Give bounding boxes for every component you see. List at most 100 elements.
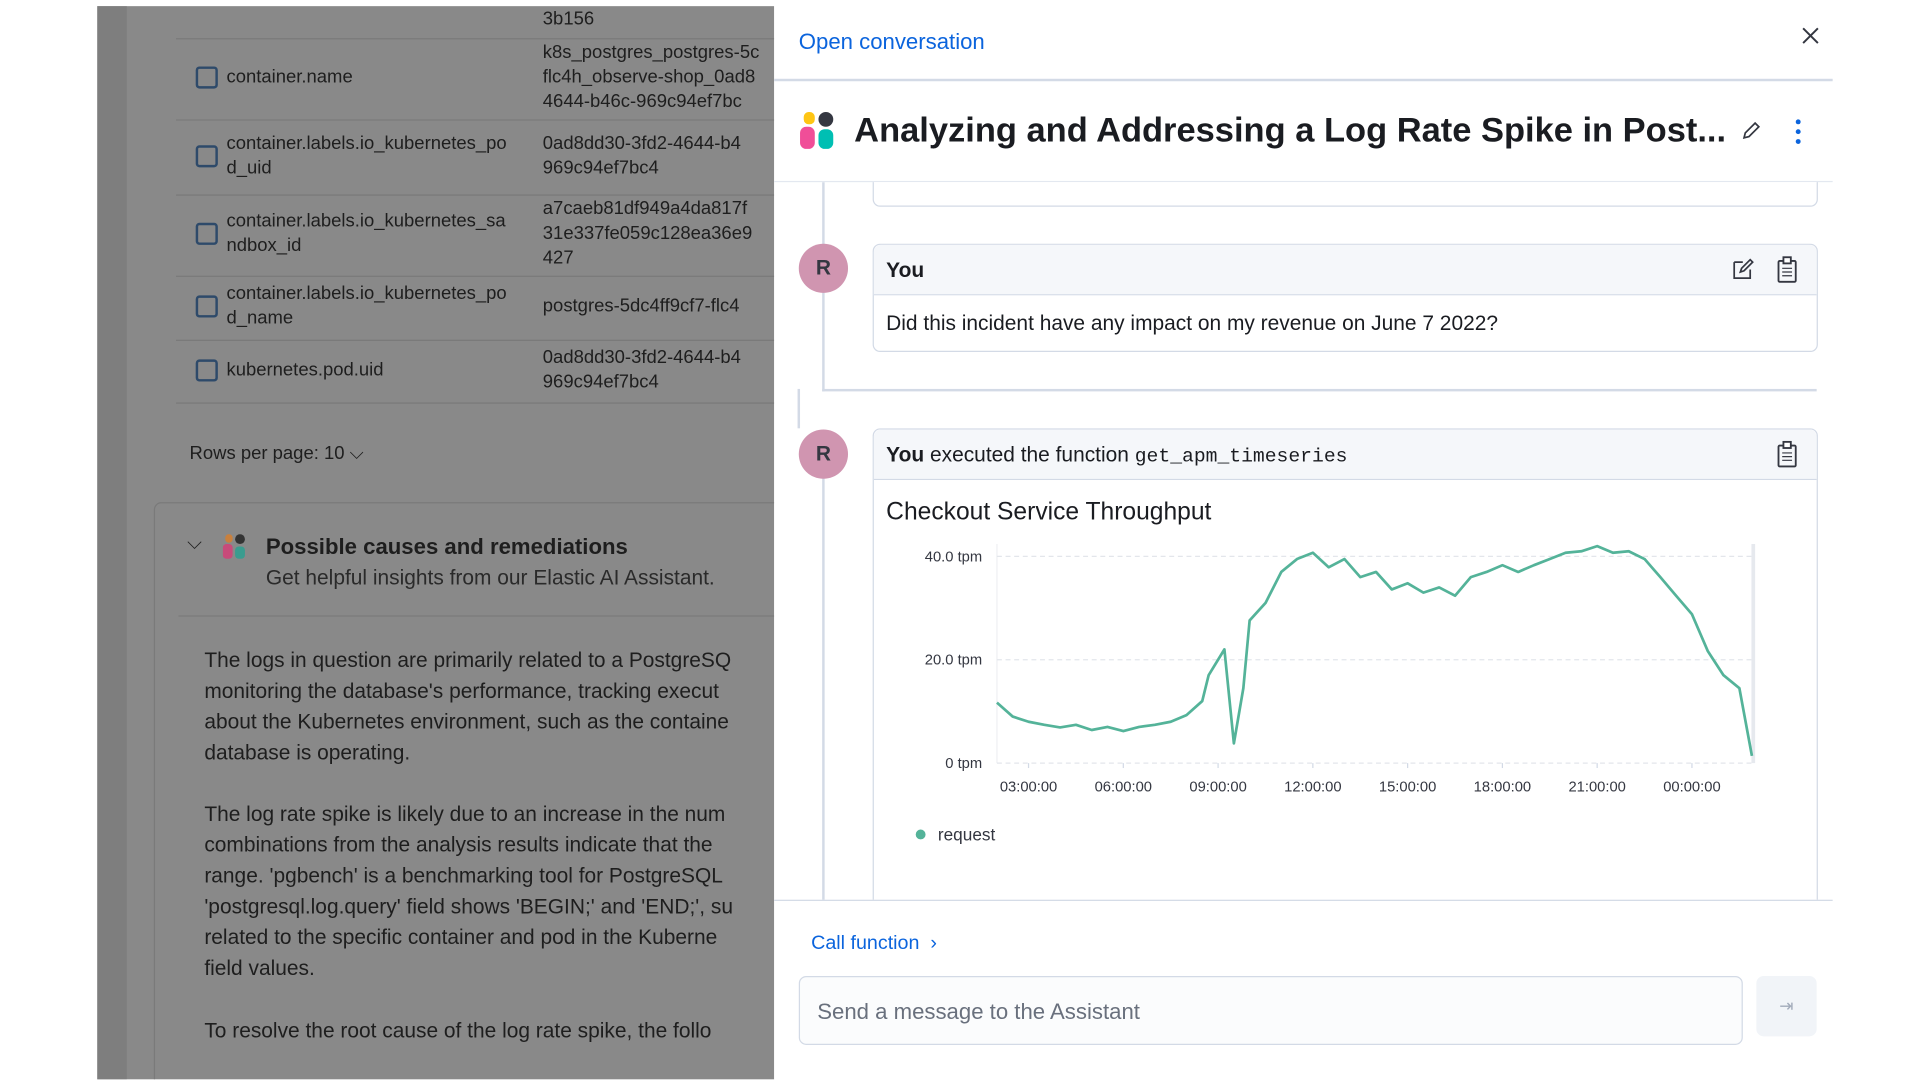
insight-text: database is operating. <box>204 740 411 765</box>
chart-title: Checkout Service Throughput <box>886 498 1212 526</box>
avatar: R <box>798 243 849 293</box>
message-header <box>873 244 1817 296</box>
message-author: You <box>886 443 925 467</box>
message-list: R You Did this incident have any impact … <box>774 182 1832 900</box>
field-value: 969c94ef7bc4 <box>542 371 659 393</box>
field-value: 4644-b46c-969c94ef7bc <box>542 91 742 113</box>
divider <box>774 78 1833 82</box>
avatar: R <box>798 429 849 479</box>
message-header-text: You executed the function get_apm_timese… <box>886 443 1347 468</box>
field-value: 31e337fe059c128ea36e9 <box>542 222 753 244</box>
field-name: ndbox_id <box>226 235 302 257</box>
field-icon <box>195 358 218 381</box>
legend-label: request <box>938 825 996 845</box>
row-divider <box>176 275 775 277</box>
row-divider <box>176 194 775 196</box>
insight-text: The log rate spike is likely due to an i… <box>204 802 726 826</box>
field-value: 3b156 <box>542 8 595 30</box>
send-button[interactable]: ⇥ <box>1756 976 1817 1037</box>
field-value: postgres-5dc4ff9cf7-flc4 <box>542 295 740 317</box>
divider <box>822 388 1817 392</box>
insight-text: combinations from the analysis results i… <box>204 833 713 857</box>
copy-button[interactable] <box>1775 256 1800 283</box>
field-value: 427 <box>542 247 574 269</box>
field-value: k8s_postgres_postgres-5c <box>542 41 760 63</box>
message-header <box>873 429 1817 481</box>
field-icon <box>195 66 218 89</box>
field-name: container.labels.io_kubernetes_po <box>226 283 507 305</box>
chart: 0 tpm 20.0 tpm 40.0 tpm 03:00:00 06:00:00 09:… <box>915 544 1756 845</box>
chevron[interactable]: ⌵ <box>187 532 203 554</box>
timeline <box>797 388 801 429</box>
insight-text: field values. <box>204 956 315 980</box>
y-tick-label: 40.0 tpm <box>925 549 982 565</box>
x-tick-label: 21:00:00 <box>1568 779 1625 795</box>
x-tick-label: 06:00:00 <box>1095 779 1152 795</box>
side-strip <box>97 6 127 1080</box>
message-text: Did this incident have any impact on my … <box>886 311 1498 335</box>
ai-logo <box>800 112 834 149</box>
divider <box>774 899 1833 901</box>
x-tick-label: 09:00:00 <box>1189 779 1246 795</box>
row-divider <box>176 38 775 40</box>
insight-text: 'postgresql.log.query' field shows 'BEGI… <box>204 894 734 919</box>
field-name: d_uid <box>226 156 272 178</box>
x-tick-label: 18:00:00 <box>1474 779 1531 795</box>
message-action: executed the function <box>929 443 1129 467</box>
field-name: container.labels.io_kubernetes_sa <box>226 210 506 232</box>
insight-card <box>153 502 775 1080</box>
x-tick-label: 00:00:00 <box>1663 779 1720 795</box>
field-name: container.labels.io_kubernetes_po <box>226 132 507 154</box>
rows-per-page-label: Rows per page: 10 <box>189 443 345 465</box>
legend-swatch <box>915 829 926 840</box>
x-tick-label: 03:00:00 <box>1000 779 1057 795</box>
x-tick-label: 15:00:00 <box>1379 779 1436 795</box>
copy-button[interactable] <box>1775 440 1800 468</box>
insight-text: monitoring the database's performance, t… <box>204 679 719 703</box>
field-icon <box>195 222 218 245</box>
field-value: 0ad8dd30-3fd2-4644-b4 <box>542 132 741 154</box>
function-name: get_apm_timeseries <box>1134 445 1348 468</box>
insight-text: To resolve the root cause of the log rat… <box>204 1019 712 1043</box>
input-placeholder: Send a message to the Assistant <box>817 999 1140 1025</box>
field-value: flc4h_observe-shop_0ad8 <box>542 66 756 88</box>
edit-title-button[interactable] <box>1742 121 1762 141</box>
message-author: You <box>886 258 925 282</box>
open-conversation-link[interactable]: Open conversation <box>798 29 985 55</box>
rows-per-page[interactable]: Rows per page: 10 ⌵ <box>189 443 364 465</box>
close-button[interactable] <box>1801 26 1821 46</box>
line-series <box>996 544 1754 757</box>
message: You Did this incident have any impact on… <box>872 243 1818 353</box>
message-input[interactable]: Send a message to the Assistant <box>798 976 1743 1045</box>
insight-text: related to the specific container and po… <box>204 925 718 949</box>
row-divider <box>176 119 775 121</box>
y-tick-label: 20.0 tpm <box>925 653 982 669</box>
insight-subtitle: Get helpful insights from our Elastic AI… <box>265 566 715 590</box>
divider <box>774 180 1833 183</box>
field-value: 969c94ef7bc4 <box>542 156 659 178</box>
field-name: d_name <box>226 307 294 329</box>
field-value: 0ad8dd30-3fd2-4644-b4 <box>542 346 741 368</box>
field-icon <box>195 295 218 318</box>
call-function-button[interactable]: Call function › <box>811 932 937 954</box>
message: You executed the function get_apm_timese… <box>872 428 1818 900</box>
field-icon <box>195 144 218 167</box>
insight-text: range. 'pgbench' is a benchmarking tool … <box>204 864 723 888</box>
call-function-label: Call function <box>811 932 920 954</box>
x-tick-label: 12:00:00 <box>1284 779 1341 795</box>
timeline <box>822 477 825 900</box>
flyout: Open conversation Analyzing and Addressi… <box>774 0 1833 1080</box>
edit-button[interactable] <box>1731 257 1756 282</box>
insight-title: Possible causes and remediations <box>265 534 628 559</box>
conversation-title: Analyzing and Addressing a Log Rate Spik… <box>854 110 1727 149</box>
cursor-band <box>1751 544 1756 764</box>
insight-text: about the Kubernetes environment, such a… <box>204 710 729 734</box>
field-value: a7caeb81df949a4da817f <box>542 198 748 220</box>
more-button[interactable] <box>1793 118 1803 145</box>
background-page: Rows per page: 10 ⌵ ⌵ Possible causes an… <box>97 6 775 1080</box>
field-name: kubernetes.pod.uid <box>226 358 384 380</box>
divider <box>178 615 775 617</box>
row-divider <box>176 339 775 341</box>
